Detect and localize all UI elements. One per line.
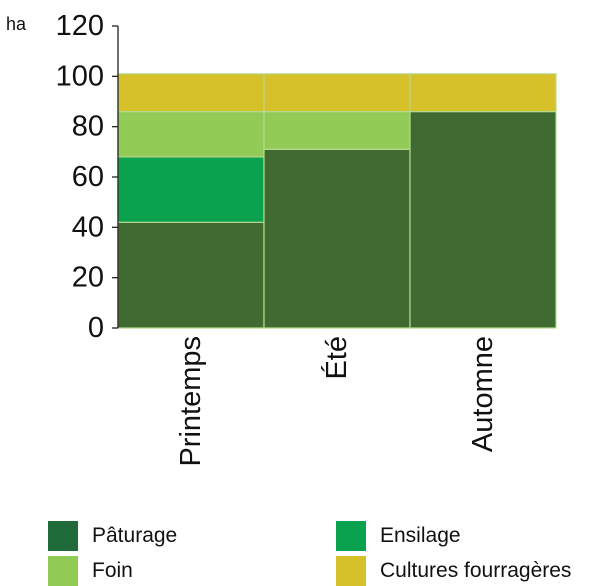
- legend-swatch-foin: [48, 556, 78, 586]
- y-tick-label-60: 60: [72, 161, 104, 193]
- bars-group: [117, 73, 557, 329]
- bar-segment-ensilage-printemps: [117, 156, 265, 223]
- legend-swatch-cultures-fourrageres: [336, 556, 366, 586]
- x-tick-label-printemps: Printemps: [175, 336, 207, 467]
- axes-group: 0 20 40 60 80 100 120 ha Printemps Été Automne: [6, 10, 499, 467]
- legend-swatch-ensilage: [336, 521, 366, 551]
- legend-item-foin: Foin: [48, 556, 133, 586]
- legend-swatch-paturage: [48, 521, 78, 551]
- legend-item-ensilage: Ensilage: [336, 521, 461, 551]
- y-tick-label-100: 100: [56, 60, 104, 92]
- legend-label-ensilage: Ensilage: [380, 524, 461, 547]
- legend-item-paturage: Pâturage: [48, 521, 177, 551]
- legend-label-paturage: Pâturage: [92, 524, 178, 547]
- legend-label-foin: Foin: [92, 559, 133, 582]
- legend-label-cultures-fourrageres: Cultures fourragères: [380, 559, 572, 582]
- bar-segment-foin-ete: [263, 110, 411, 150]
- y-tick-label-40: 40: [72, 211, 104, 243]
- y-tick-label-0: 0: [88, 312, 104, 344]
- y-tick-label-80: 80: [72, 111, 104, 143]
- x-tick-label-ete: Été: [320, 336, 353, 380]
- bar-segment-paturage-printemps: [117, 221, 265, 329]
- x-tick-label-automne: Automne: [467, 336, 499, 452]
- bar-segment-cultures-fourrageres-ete: [263, 73, 411, 113]
- bar-segment-paturage-automne: [409, 110, 557, 329]
- y-tick-label-120: 120: [56, 10, 104, 42]
- legend-item-cultures-fourrageres: Cultures fourragères: [336, 556, 571, 586]
- y-tick-label-20: 20: [72, 262, 104, 294]
- bar-segment-cultures-fourrageres-automne: [409, 73, 557, 113]
- y-axis-label: ha: [6, 14, 27, 34]
- bar-segment-paturage-ete: [263, 148, 411, 329]
